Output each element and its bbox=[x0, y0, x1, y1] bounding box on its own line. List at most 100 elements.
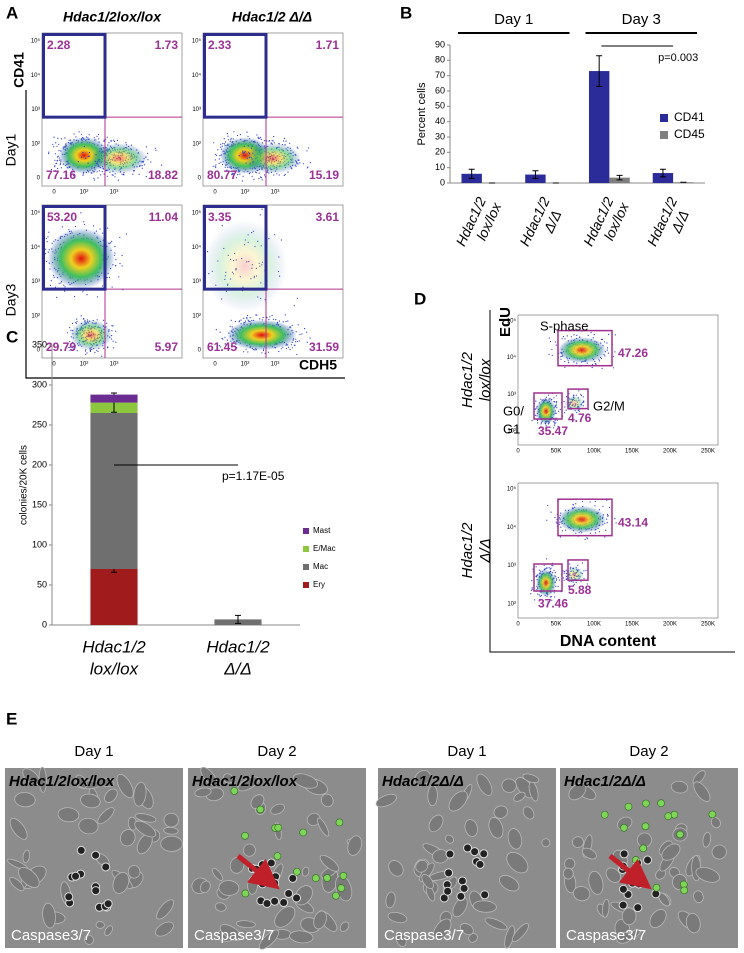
gate-value: 29.79 bbox=[46, 340, 76, 354]
tick-label: 200K bbox=[663, 622, 677, 628]
round-cell bbox=[77, 846, 85, 854]
event-dot bbox=[547, 505, 548, 506]
tick-label: 10³ bbox=[192, 279, 201, 285]
event-dot bbox=[219, 158, 220, 159]
event-dot bbox=[569, 563, 570, 564]
event-dot bbox=[82, 291, 83, 292]
event-dot bbox=[575, 503, 576, 504]
gate-value: 2.33 bbox=[208, 38, 232, 52]
apoptotic-cell bbox=[642, 800, 649, 807]
apoptotic-cell bbox=[338, 885, 345, 892]
event-dot bbox=[540, 399, 541, 400]
event-dot bbox=[117, 140, 118, 141]
event-dot bbox=[562, 530, 563, 531]
bar-segment bbox=[90, 569, 137, 625]
event-dot bbox=[297, 298, 298, 299]
event-dot bbox=[531, 580, 532, 581]
event-dot bbox=[83, 318, 84, 319]
event-dot bbox=[220, 147, 221, 148]
density-blob bbox=[70, 320, 112, 351]
event-dot bbox=[215, 159, 216, 160]
event-dot bbox=[64, 286, 65, 287]
event-dot bbox=[583, 570, 584, 571]
event-dot bbox=[220, 162, 221, 163]
event-dot bbox=[126, 233, 127, 234]
event-dot bbox=[606, 519, 607, 520]
event-dot bbox=[260, 137, 261, 138]
apoptotic-cell bbox=[620, 824, 627, 831]
event-dot bbox=[111, 330, 112, 331]
event-dot bbox=[114, 252, 115, 253]
event-dot bbox=[50, 285, 51, 286]
event-dot bbox=[261, 177, 262, 178]
event-dot bbox=[235, 321, 236, 322]
event-dot bbox=[146, 176, 147, 177]
tick-label: 10² bbox=[192, 141, 201, 147]
event-dot bbox=[107, 228, 108, 229]
round-cell bbox=[92, 851, 100, 859]
event-dot bbox=[583, 578, 584, 579]
density-blob bbox=[203, 220, 287, 312]
event-dot bbox=[102, 171, 103, 172]
event-dot bbox=[279, 320, 280, 321]
event-dot bbox=[549, 398, 550, 399]
event-dot bbox=[568, 362, 569, 363]
event-dot bbox=[85, 350, 86, 351]
event-dot bbox=[74, 296, 75, 297]
day-label: Day 1 bbox=[74, 743, 113, 760]
event-dot bbox=[290, 349, 291, 350]
event-dot bbox=[122, 174, 123, 175]
gate-value: 31.59 bbox=[309, 340, 339, 354]
event-dot bbox=[76, 319, 77, 320]
event-dot bbox=[46, 238, 47, 239]
event-dot bbox=[601, 339, 602, 340]
event-dot bbox=[268, 319, 269, 320]
apoptotic-cell bbox=[257, 806, 264, 813]
event-dot bbox=[564, 580, 565, 581]
event-dot bbox=[246, 132, 247, 133]
panel-letter: C bbox=[6, 327, 18, 346]
round-cell bbox=[72, 872, 80, 880]
event-dot bbox=[248, 320, 249, 321]
event-dot bbox=[146, 146, 147, 147]
event-dot bbox=[303, 163, 304, 164]
tick-label: 10² bbox=[241, 362, 250, 368]
event-dot bbox=[566, 396, 567, 397]
event-dot bbox=[560, 536, 561, 537]
event-dot bbox=[113, 175, 114, 176]
tick-label: 100K bbox=[587, 449, 601, 455]
event-dot bbox=[109, 277, 110, 278]
gate-value: 47.26 bbox=[618, 346, 648, 360]
bar-segment bbox=[90, 395, 137, 403]
event-dot bbox=[583, 396, 584, 397]
event-dot bbox=[97, 296, 98, 297]
gate-value: 35.47 bbox=[538, 424, 568, 438]
tick-label: 50K bbox=[551, 622, 562, 628]
event-dot bbox=[101, 356, 102, 357]
event-dot bbox=[554, 517, 555, 518]
event-dot bbox=[275, 319, 276, 320]
event-dot bbox=[577, 565, 578, 566]
event-dot bbox=[582, 562, 583, 563]
event-dot bbox=[258, 137, 259, 138]
event-dot bbox=[47, 236, 48, 237]
event-dot bbox=[286, 141, 287, 142]
event-dot bbox=[106, 323, 107, 324]
event-dot bbox=[606, 342, 607, 343]
event-dot bbox=[88, 156, 89, 157]
legend-label: Mast bbox=[313, 526, 331, 535]
gate-value: 15.19 bbox=[309, 168, 339, 182]
event-dot bbox=[48, 153, 49, 154]
event-dot bbox=[222, 146, 223, 147]
x-axis-label: CDH5 bbox=[299, 357, 337, 373]
event-dot bbox=[608, 353, 609, 354]
event-dot bbox=[213, 166, 214, 167]
event-dot bbox=[94, 137, 95, 138]
event-dot bbox=[539, 594, 540, 595]
event-dot bbox=[78, 161, 79, 162]
event-dot bbox=[607, 522, 608, 523]
event-dot bbox=[115, 342, 116, 343]
gate-value: 5.97 bbox=[155, 340, 179, 354]
event-dot bbox=[264, 174, 265, 175]
event-dot bbox=[108, 142, 109, 143]
